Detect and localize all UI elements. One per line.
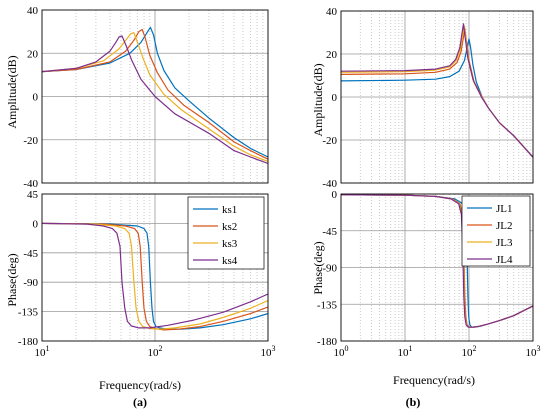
legend: JL1 JL2 JL3 JL4	[461, 195, 531, 267]
y-tick-label: 45	[27, 189, 39, 201]
y-tick-label: -180	[317, 336, 338, 348]
y-tick-label: -180	[18, 336, 39, 348]
x-tick-label: 102	[148, 344, 163, 359]
axis-label-phase-b: Phase(deg)	[311, 241, 325, 294]
legend-label-ks3: ks3	[222, 238, 238, 250]
legend-label-ks2: ks2	[222, 221, 237, 233]
y-tick-label: -40	[322, 178, 337, 190]
y-tick-label: -45	[322, 226, 337, 238]
panel-a-amplitude: 40 20 0 -20 -40	[23, 5, 269, 190]
y-tick-label: 20	[326, 49, 338, 61]
axis-label-frequency-a: Frequency(rad/s)	[99, 378, 181, 392]
x-tick-label: 101	[398, 344, 413, 359]
series-line-jl3	[341, 25, 533, 158]
series-line-ks3	[42, 222, 268, 330]
series-line-ks2	[42, 222, 268, 331]
axes-frame	[340, 193, 534, 342]
panel-b-amplitude: 40 20 0 -20 -40	[322, 6, 534, 190]
series-line-ks4	[42, 222, 268, 329]
caption-b: (b)	[406, 395, 421, 409]
legend-label-jl4: JL4	[496, 254, 513, 266]
legend-label-jl3: JL3	[496, 237, 513, 249]
x-tick-label: 102	[462, 344, 477, 359]
axis-label-amplitude-a: Amplitude(dB)	[5, 55, 19, 128]
legend-label-jl2: JL2	[496, 220, 513, 232]
series-line-jl4	[341, 194, 533, 328]
axes-frame	[41, 193, 269, 342]
y-tick-label: 40	[326, 6, 338, 18]
legend-label-ks1: ks1	[222, 204, 237, 216]
legend-label-ks4: ks4	[222, 255, 238, 267]
x-tick-label: 100	[334, 344, 349, 359]
y-tick-label: 0	[332, 92, 338, 104]
y-tick-label: 0	[33, 218, 39, 230]
series-line-jl1	[341, 38, 533, 158]
series-line-ks1	[42, 222, 268, 330]
y-tick-label: -45	[23, 248, 38, 260]
legend-label-jl1: JL1	[496, 203, 513, 215]
axes-frame	[340, 10, 534, 184]
axis-label-frequency-b: Frequency(rad/s)	[393, 373, 475, 387]
y-tick-label: 0	[33, 92, 39, 104]
x-tick-label: 103	[526, 344, 541, 359]
y-tick-label: -90	[322, 263, 337, 275]
y-tick-label: 40	[27, 5, 39, 17]
axis-label-phase-a: Phase(deg)	[5, 253, 19, 306]
series-line-ks1	[42, 26, 268, 158]
y-tick-label: -20	[23, 135, 38, 147]
axis-label-amplitude-b: Amplitude(dB)	[311, 63, 325, 136]
series-line-ks4	[42, 35, 268, 165]
series-line-ks2	[42, 28, 268, 160]
y-tick-label: -20	[322, 135, 337, 147]
y-tick-label: 20	[27, 48, 39, 60]
x-tick-label: 101	[35, 344, 50, 359]
series-line-ks3	[42, 32, 268, 162]
y-tick-label: 0	[332, 189, 338, 201]
caption-a: (a)	[133, 395, 147, 409]
y-tick-label: -135	[18, 307, 39, 319]
x-tick-label: 103	[261, 344, 276, 359]
series-line-jl2	[341, 27, 533, 158]
series-line-jl4	[341, 23, 533, 158]
y-tick-label: -135	[317, 299, 338, 311]
y-tick-label: -90	[23, 277, 38, 289]
legend: ks1 ks2 ks3 ks4	[187, 196, 265, 270]
y-tick-label: -40	[23, 178, 38, 190]
axes-frame	[41, 9, 269, 184]
